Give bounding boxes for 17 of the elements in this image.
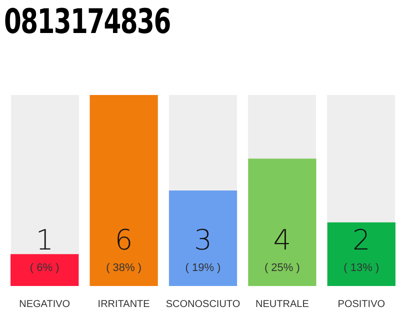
data-label: 2 — [352, 223, 370, 256]
x-tick-label: SCONOSCIUTO — [166, 298, 240, 310]
annotation: ( 19% ) — [185, 262, 221, 274]
data-label: 4 — [273, 223, 292, 256]
annotation: ( 13% ) — [344, 262, 380, 274]
chart-title: 0813174836 — [4, 1, 170, 44]
annotation: ( 25% ) — [264, 262, 300, 274]
data-label: 3 — [194, 223, 212, 256]
data-label: 1 — [36, 223, 54, 256]
x-tick-label: IRRITANTE — [98, 298, 150, 310]
x-tick-label: NEGATIVO — [19, 298, 70, 310]
bar — [10, 254, 79, 286]
annotation: ( 38% ) — [106, 262, 142, 274]
annotation: ( 6% ) — [30, 262, 60, 274]
x-tick-label: POSITIVO — [338, 298, 386, 310]
data-label: 6 — [114, 223, 133, 256]
x-tick-label: NEUTRALE — [256, 298, 310, 310]
